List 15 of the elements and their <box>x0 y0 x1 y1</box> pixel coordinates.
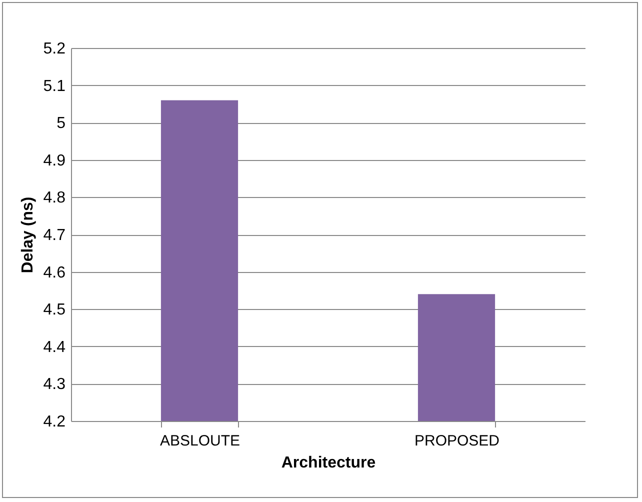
y-tick-label: 4.4 <box>43 338 66 356</box>
y-tick-label: 4.3 <box>43 376 66 394</box>
y-tick-label: 5.2 <box>43 40 66 58</box>
y-tick-label: 4.7 <box>43 227 66 244</box>
y-tick-label: 5 <box>56 115 66 132</box>
x-tick-label: PROPOSED <box>414 432 500 450</box>
y-axis-title: Delay (ns) <box>19 196 36 274</box>
y-tick-label: 4.8 <box>43 190 66 207</box>
x-axis-title: Architecture <box>281 454 376 472</box>
y-tick-label: 5.1 <box>43 78 66 95</box>
y-tick-label: 4.5 <box>43 302 66 319</box>
y-tick-label: 4.6 <box>43 264 66 282</box>
x-tick-label: ABSLOUTE <box>160 432 240 450</box>
y-tick-label: 4.9 <box>43 152 66 170</box>
y-tick-label: 4.2 <box>43 414 66 430</box>
